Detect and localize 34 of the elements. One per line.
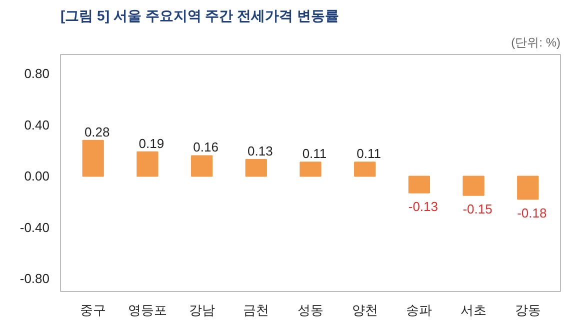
bar xyxy=(408,176,430,194)
data-label: -0.15 xyxy=(462,201,492,216)
data-label: 0.13 xyxy=(248,144,273,159)
y-tick-label: 0.80 xyxy=(24,66,50,82)
data-label: 0.28 xyxy=(84,124,110,140)
x-tick-label: 양천 xyxy=(352,302,378,318)
data-label: -0.13 xyxy=(408,198,438,214)
x-tick-label: 강동 xyxy=(514,302,541,318)
data-label: -0.18 xyxy=(517,205,547,220)
y-tick-label: -0.40 xyxy=(20,220,50,235)
data-label: 0.11 xyxy=(356,146,382,162)
x-tick-label: 송파 xyxy=(406,302,432,318)
bar xyxy=(354,162,376,177)
bar xyxy=(462,176,484,196)
bar xyxy=(245,159,267,177)
x-tick-label: 영등포 xyxy=(128,302,167,318)
text: (단위: %) xyxy=(511,36,561,50)
bar xyxy=(82,140,104,177)
x-tick-label: 금천 xyxy=(243,302,270,318)
data-label: 0.19 xyxy=(138,136,164,151)
bar xyxy=(136,151,158,177)
x-tick-label: 중구 xyxy=(80,302,106,318)
x-tick-label: 강남 xyxy=(188,302,215,318)
y-tick-label: -0.80 xyxy=(20,271,50,286)
y-tick-label: 0.00 xyxy=(24,168,50,184)
x-tick-label: 성동 xyxy=(298,302,324,318)
y-tick-label: 0.40 xyxy=(24,117,50,132)
x-tick-label: 서초 xyxy=(460,302,487,318)
bar xyxy=(517,176,539,200)
data-label: 0.11 xyxy=(302,146,327,162)
data-label: 0.16 xyxy=(193,140,218,155)
chart-title: [그림 5] 서울 주요지역 주간 전세가격 변동률 xyxy=(60,8,339,24)
bar xyxy=(300,162,322,177)
bar xyxy=(190,155,213,177)
